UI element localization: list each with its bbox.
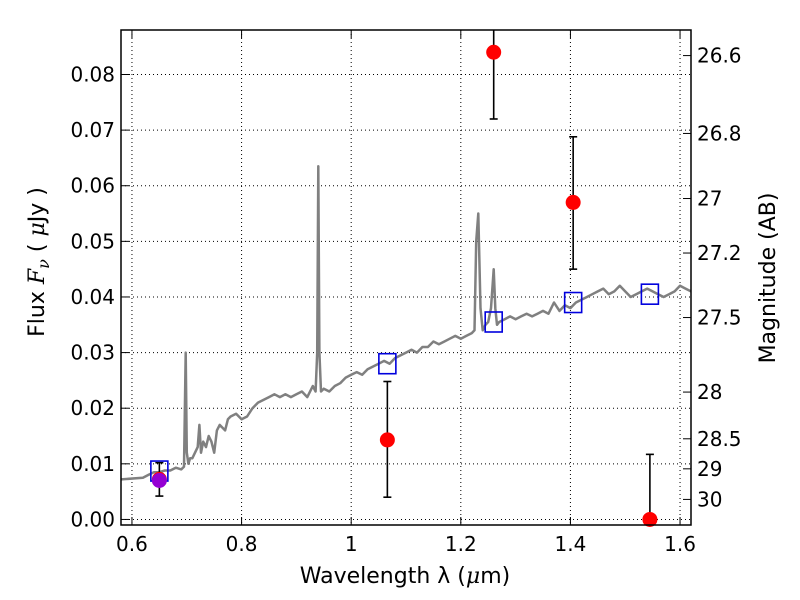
y-tick-label: 0.03 — [70, 341, 115, 365]
model-photometry-square — [640, 283, 660, 305]
x-tick-label: 0.6 — [116, 532, 148, 556]
y2-tick-label: 27.2 — [697, 241, 742, 265]
y2-tick-label: 27.5 — [697, 306, 742, 330]
model-photometry-square — [563, 291, 583, 314]
x-tick-label: 1.6 — [664, 532, 696, 556]
grid-lines — [121, 30, 691, 525]
y-tick-label: 0.08 — [70, 62, 115, 86]
y2-tick-label: 29 — [697, 457, 722, 481]
y2-tick-label: 27 — [697, 187, 722, 211]
observed-flux-point — [642, 511, 658, 527]
y2-tick-label: 26.8 — [697, 121, 742, 145]
y2-axis-label: Magnitude (AB) — [756, 193, 781, 364]
y2-tick-label: 28.5 — [697, 427, 742, 451]
x-tick-label: 1.2 — [445, 532, 477, 556]
y-tick-label: 0.00 — [70, 507, 115, 531]
y-tick-label: 0.04 — [70, 285, 115, 309]
y-tick-label: 0.02 — [70, 396, 115, 420]
y-tick-label: 0.01 — [70, 452, 115, 476]
observed-flux-point — [486, 44, 502, 60]
y-tick-label: 0.05 — [70, 229, 115, 253]
x-tick-label: 0.8 — [226, 532, 258, 556]
y-tick-label: 0.06 — [70, 174, 115, 198]
y2-tick-label: 26.6 — [697, 44, 742, 68]
observed-flux-point — [565, 194, 581, 210]
x-tick-label: 1.4 — [555, 532, 587, 556]
model-photometry-square — [378, 352, 397, 375]
plot-area — [121, 30, 691, 527]
observed-flux-point — [379, 432, 395, 448]
highlight-point — [151, 473, 167, 489]
y-tick-label: 0.07 — [70, 118, 115, 142]
y-axis-label: Flux Fν ( μJy ) — [25, 187, 53, 337]
x-axis-label: Wavelength λ (μm) — [300, 564, 510, 589]
spectrum-line — [121, 165, 691, 481]
x-tick-label: 1 — [345, 532, 358, 556]
y2-tick-label: 30 — [697, 487, 722, 511]
model-photometry-square — [484, 311, 503, 333]
ticks: 0.6 0.8 1 1.2 1.4 1.6 0.00 0.01 0.02 0.03 0.04 0.05… — [70, 30, 742, 556]
y2-tick-label: 28 — [697, 380, 722, 404]
plot-frame — [120, 29, 692, 526]
